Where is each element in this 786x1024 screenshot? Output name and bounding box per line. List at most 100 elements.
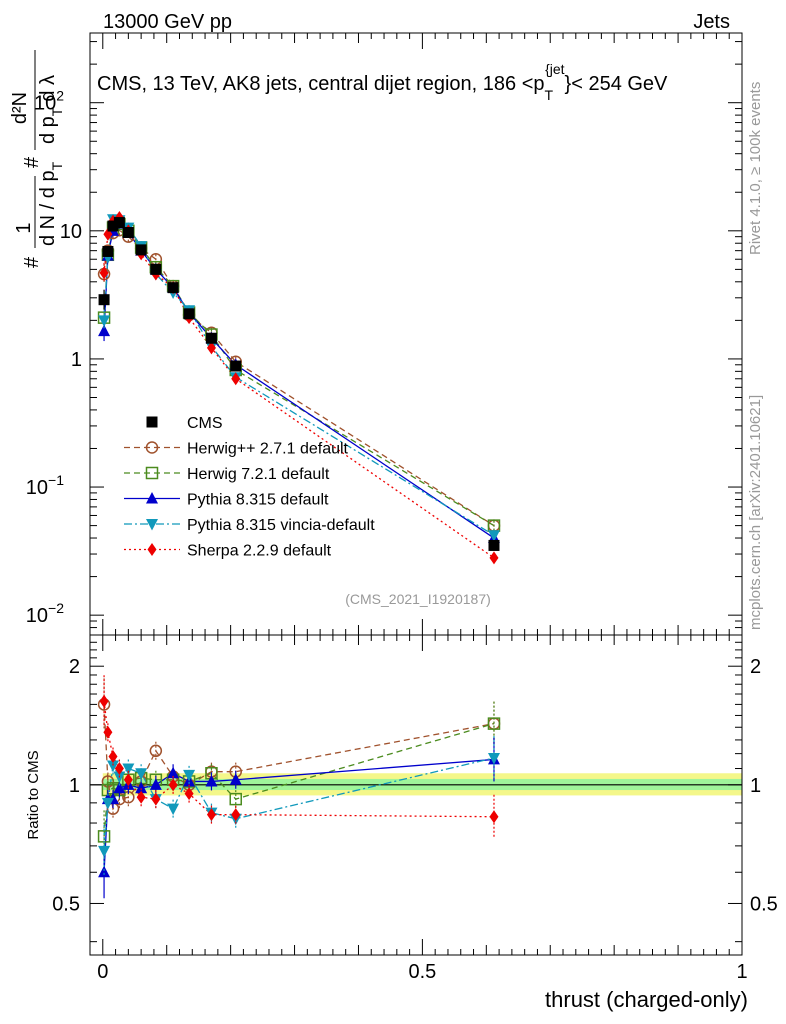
ratio-point-4 <box>487 752 500 765</box>
main-title-sup: {jet <box>545 61 565 77</box>
upper-ytick-base: 1 <box>71 349 82 371</box>
upper-ytick-base: 10 <box>34 93 56 115</box>
ratio-point-5 <box>108 750 118 764</box>
ratio-point-3 <box>205 774 218 787</box>
xtick-label: 1 <box>736 961 747 983</box>
ratio-point-4 <box>167 803 180 816</box>
legend-item: CMS <box>146 415 223 432</box>
upper-ytick-label: 10−2 <box>26 600 64 627</box>
ylabel-num-bottom: d pTd λ <box>37 75 65 144</box>
lower-ytick-label-right: 1 <box>750 775 761 797</box>
ratio-point-1 <box>149 744 163 758</box>
upper-ytick-label: 10−1 <box>26 472 64 499</box>
upper-point-0 <box>98 294 110 306</box>
ratio-point-4 <box>122 763 135 776</box>
ratio-uncertainty-band <box>90 773 743 796</box>
ratio-point-3 <box>135 781 148 794</box>
ylabel-den-text: d N / d p <box>37 170 59 246</box>
upper-ytick-exp: −1 <box>48 472 64 488</box>
upper-ytick-label: 10 <box>60 221 82 243</box>
legend-item: Herwig 7.2.1 default <box>124 466 330 483</box>
ylabel-numbot-sub: T <box>49 107 65 116</box>
upper-point-5 <box>231 372 241 386</box>
ratio-point-3 <box>98 865 111 878</box>
ratio-point-4 <box>107 760 120 772</box>
upper-point-4 <box>98 315 111 327</box>
ylabel-denominator: d N / d pT <box>37 161 65 246</box>
upper-line-2 <box>103 223 495 527</box>
main-title-tail: }< 254 GeV <box>565 73 669 95</box>
ratio-point-5 <box>184 787 194 801</box>
upper-point-5 <box>489 551 499 565</box>
ratio-point-3 <box>229 773 242 785</box>
rivet-label: Rivet 4.1.0, ≥ 100k events <box>747 82 764 255</box>
upper-point-0 <box>488 539 500 551</box>
legend-label: Pythia 8.315 vincia-default <box>187 517 375 534</box>
upper-point-0 <box>230 360 242 372</box>
upper-point-5 <box>99 266 109 280</box>
legend-marker <box>146 416 158 428</box>
mcplots-label: mcplots.cern.ch [arXiv:2401.10621] <box>747 395 764 630</box>
legend-label: Sherpa 2.2.9 default <box>187 543 332 560</box>
main-title-text: CMS, 13 TeV, AK8 jets, central dijet reg… <box>97 73 545 95</box>
lower-ytick-label-right: 2 <box>750 656 761 678</box>
lower-ytick-label-right: 0.5 <box>750 893 778 915</box>
ylabel-numbot-tail: d λ <box>37 75 59 102</box>
ratio-line-1 <box>103 704 495 811</box>
upper-ytick-base: 10 <box>60 221 82 243</box>
upper-ytick-exp: −2 <box>48 600 64 616</box>
ratio-point-4 <box>98 845 111 858</box>
legend-label: Herwig++ 2.7.1 default <box>187 441 349 458</box>
legend-item: Pythia 8.315 vincia-default <box>124 517 375 534</box>
ratio-point-5 <box>231 808 241 822</box>
xtick-label: 0 <box>97 961 108 983</box>
x-axis-label: thrust (charged-only) <box>545 987 748 1012</box>
main-title-sub: T <box>545 87 554 103</box>
ratio-point-5 <box>136 790 146 804</box>
legend: CMS Herwig++ 2.7.1 default Herwig 7.2.1 de… <box>124 415 375 560</box>
ratio-point-2 <box>487 717 501 730</box>
upper-ytick-label: 102 <box>34 88 64 115</box>
upper-ylabel: # 1 d N / d pT # d²N d pTd λ <box>9 50 65 268</box>
ylabel-hash-1: # <box>21 256 43 268</box>
legend-marker <box>146 492 158 504</box>
beam-label: 13000 GeV pp <box>103 11 232 33</box>
ratio-point-5 <box>489 810 499 824</box>
legend-marker <box>145 466 159 480</box>
lower-axis-ticks: 0.5 0.5 1 1 2 2 0 0.5 1 <box>52 635 778 983</box>
lower-frame <box>89 634 743 956</box>
upper-point-4 <box>487 530 500 542</box>
upper-point-0 <box>135 244 147 256</box>
upper-point-0 <box>107 220 119 232</box>
ratio-point-3 <box>167 766 180 779</box>
legend-item: Pythia 8.315 default <box>124 492 329 509</box>
ratio-point-5 <box>114 762 124 776</box>
upper-point-5 <box>206 341 216 355</box>
ratio-point-5 <box>103 725 113 739</box>
upper-ytick-base: 10 <box>26 477 48 499</box>
ylabel-hash-2: # <box>21 156 43 168</box>
ylabel-numbot-text: d p <box>37 116 59 144</box>
lower-ytick-label: 2 <box>69 656 80 678</box>
ratio-line-4 <box>103 757 495 851</box>
lower-panel: 0.5 0.5 1 1 2 2 0 0.5 1 Ratio to CMS thrust (cha… <box>25 634 778 1012</box>
ylabel-numerator: d²N <box>9 92 31 124</box>
upper-ytick-label: 1 <box>71 349 82 371</box>
upper-point-0 <box>122 227 134 239</box>
ratio-point-2 <box>229 792 242 806</box>
main-title: CMS, 13 TeV, AK8 jets, central dijet reg… <box>97 61 668 103</box>
upper-point-0 <box>205 332 217 344</box>
upper-ytick-exp: 2 <box>56 88 64 104</box>
ylabel-den-sub: T <box>49 161 65 170</box>
ratio-point-4 <box>101 797 114 810</box>
lower-series-markers <box>97 675 501 899</box>
legend-marker <box>147 543 157 556</box>
legend-item: Sherpa 2.2.9 default <box>124 543 332 560</box>
ratio-point-5 <box>168 778 178 792</box>
ratio-point-5 <box>206 808 216 822</box>
ratio-ylabel: Ratio to CMS <box>25 750 42 839</box>
lower-ytick-label: 0.5 <box>52 893 80 915</box>
ratio-point-5 <box>99 694 109 708</box>
